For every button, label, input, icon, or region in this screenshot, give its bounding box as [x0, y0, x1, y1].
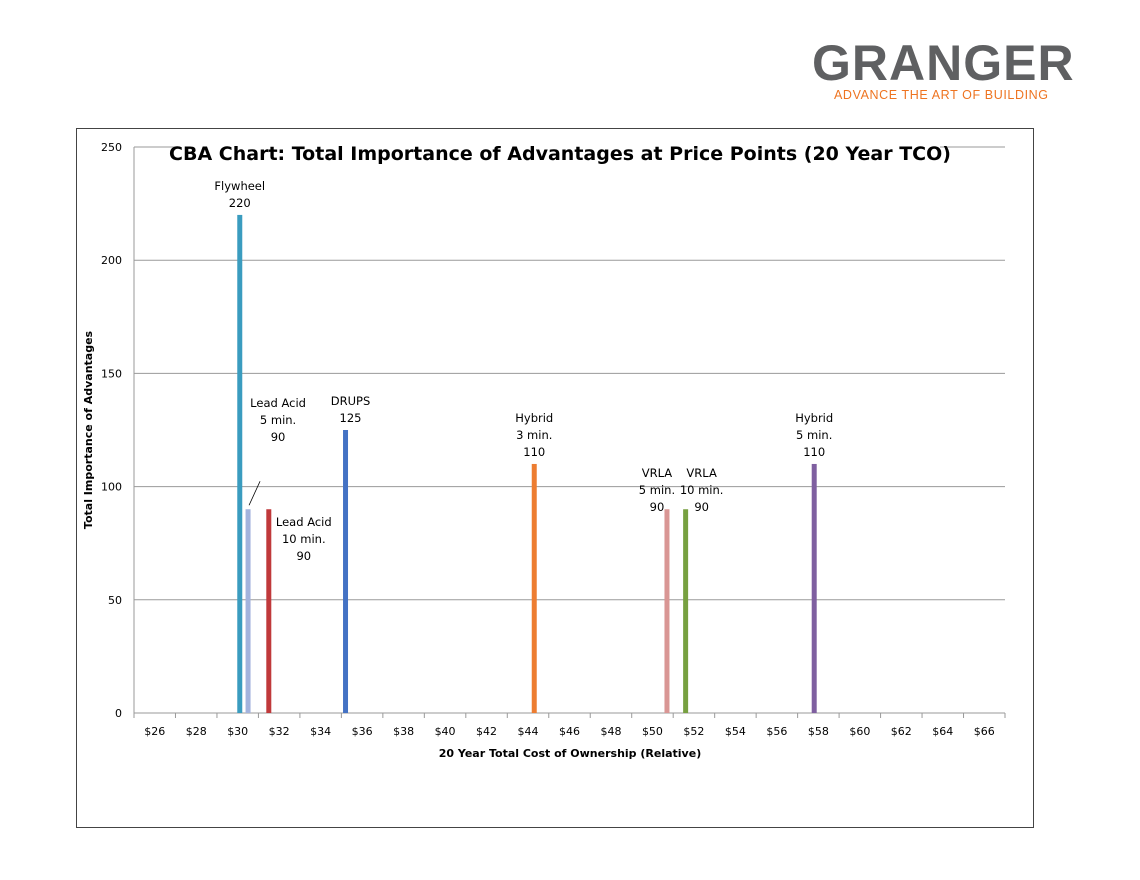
data-label-line: 220 [229, 196, 251, 210]
data-label-line: 90 [694, 500, 709, 514]
data-label-line: 5 min. [796, 428, 832, 442]
data-label-line: Lead Acid [276, 515, 332, 529]
data-label-line: 90 [271, 430, 286, 444]
data-label-line: 90 [650, 500, 665, 514]
logo-tagline: ADVANCE THE ART OF BUILDING [834, 88, 1049, 102]
x-tick-label: $56 [766, 725, 787, 738]
data-label-line: 90 [296, 549, 311, 563]
x-tick-label: $66 [974, 725, 995, 738]
data-label-line: Flywheel [214, 179, 265, 193]
data-label-line: 5 min. [260, 413, 296, 427]
x-tick-label: $62 [891, 725, 912, 738]
y-tick-label: 250 [101, 141, 122, 154]
bar-vrla-5-min- [664, 509, 670, 713]
bar-flywheel [237, 214, 243, 714]
data-label: Flywheel 220 [214, 179, 265, 210]
bar-drups [343, 430, 349, 713]
x-tick-label: $38 [393, 725, 414, 738]
x-tick-label: $42 [476, 725, 497, 738]
data-label-line: 10 min. [680, 483, 724, 497]
data-label-line: 5 min. [639, 483, 675, 497]
data-label: VRLA 10 min. 90 [680, 466, 724, 514]
x-tick-label: $44 [518, 725, 539, 738]
bar-lead-acid-10-min- [266, 509, 272, 713]
y-tick-label: 150 [101, 367, 122, 380]
x-tick-label: $48 [600, 725, 621, 738]
y-tick-label: 50 [108, 594, 122, 607]
data-label-line: 3 min. [516, 428, 552, 442]
y-axis-label: Total Importance of Advantages [82, 330, 95, 529]
data-label-line: VRLA [686, 466, 717, 480]
data-label-line: 110 [803, 445, 825, 459]
y-tick-label: 100 [101, 481, 122, 494]
title-background [178, 136, 940, 164]
bar-lead-acid-5-min- [245, 509, 251, 713]
chart-title: CBA Chart: Total Importance of Advantage… [169, 143, 951, 165]
chart-frame [76, 128, 1034, 828]
x-axis-label: 20 Year Total Cost of Ownership (Relativ… [439, 747, 701, 760]
x-tick-label: $46 [559, 725, 580, 738]
data-label-line: VRLA [642, 466, 673, 480]
data-label-line: Lead Acid [250, 396, 306, 410]
x-tick-label: $50 [642, 725, 663, 738]
x-tick-label: $30 [227, 725, 248, 738]
y-tick-label: 0 [115, 707, 122, 720]
x-tick-label: $40 [435, 725, 456, 738]
x-tick-label: $32 [269, 725, 290, 738]
data-label-line: 110 [523, 445, 545, 459]
granger-logo: GRANGER ADVANCE THE ART OF BUILDING [812, 35, 1092, 102]
x-tick-label: $28 [186, 725, 207, 738]
data-label-line: Hybrid [515, 411, 553, 425]
bar-vrla-10-min- [683, 509, 689, 713]
data-label: Lead Acid 10 min. 90 [276, 515, 332, 563]
data-label: Hybrid 3 min. 110 [515, 411, 553, 459]
x-tick-label: $36 [352, 725, 373, 738]
logo-wordmark: GRANGER [812, 35, 1075, 91]
data-label: DRUPS 125 [331, 394, 371, 425]
x-tick-label: $64 [932, 725, 953, 738]
data-label-line: 10 min. [282, 532, 326, 546]
x-tick-label: $34 [310, 725, 331, 738]
bar-hybrid-3-min- [531, 463, 537, 713]
data-label-line: DRUPS [331, 394, 371, 408]
data-label: Hybrid 5 min. 110 [795, 411, 833, 459]
data-label: VRLA 5 min. 90 [639, 466, 675, 514]
x-tick-label: $52 [683, 725, 704, 738]
y-tick-label: 200 [101, 254, 122, 267]
x-tick-label: $58 [808, 725, 829, 738]
data-label: Lead Acid 5 min. 90 [250, 396, 306, 444]
leader-line [248, 481, 261, 506]
x-tick-label: $26 [144, 725, 165, 738]
x-tick-label: $54 [725, 725, 746, 738]
x-tick-label: $60 [849, 725, 870, 738]
data-label-line: 125 [340, 411, 362, 425]
data-label-line: Hybrid [795, 411, 833, 425]
bar-hybrid-5-min- [811, 463, 817, 713]
